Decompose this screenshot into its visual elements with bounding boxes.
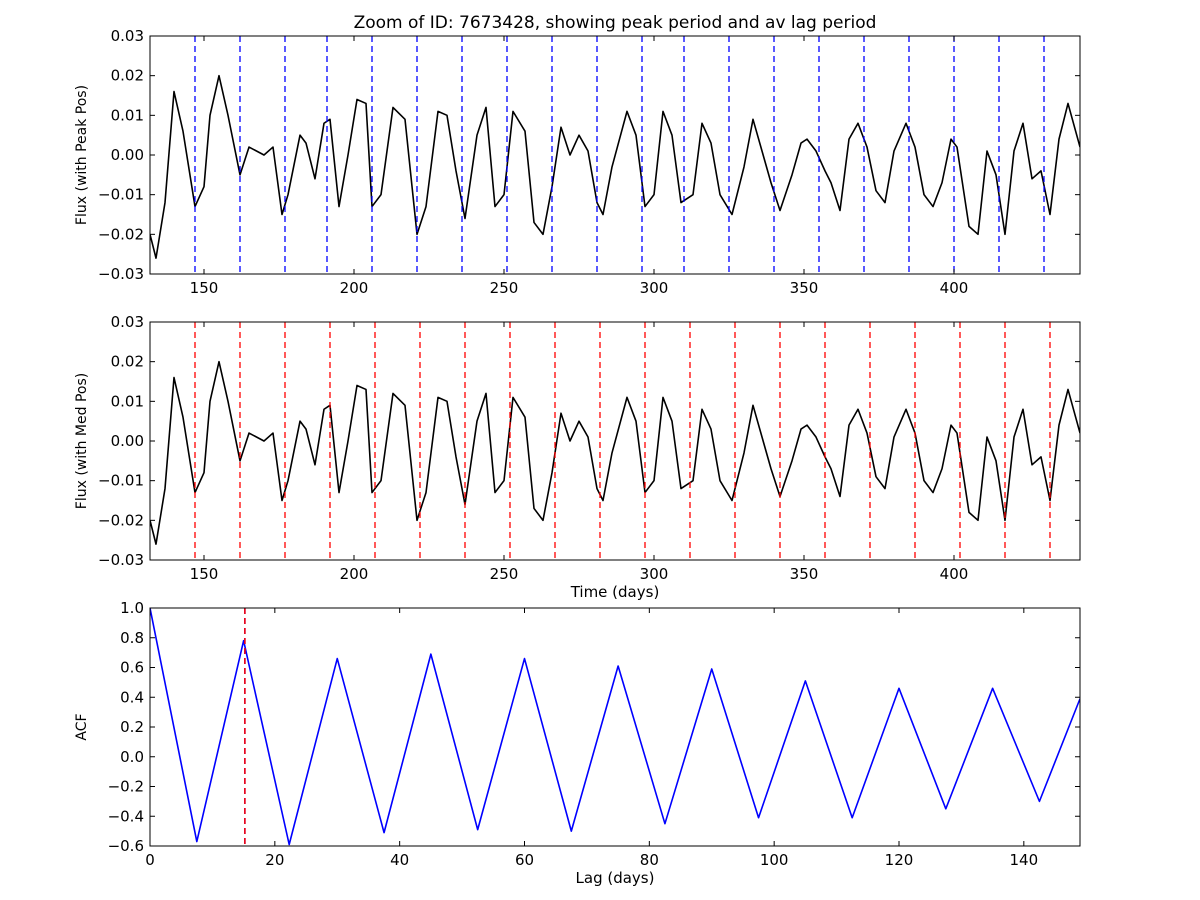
- peak-y-tick-label-3: 0.00: [111, 146, 144, 164]
- acf-y-axis-label: ACF: [74, 713, 90, 740]
- med-x-tick-label-3: 300: [640, 565, 669, 583]
- acf-x-axis-label: Lag (days): [576, 869, 655, 887]
- acf-x-tick-label-3: 60: [515, 851, 534, 869]
- med-y-axis-label: Flux (with Med Pos): [74, 373, 90, 509]
- med-y-tick-label-0: −0.03: [98, 551, 144, 569]
- peak-y-tick-label-5: 0.02: [111, 67, 144, 85]
- acf-y-tick-label-0: −0.6: [108, 837, 144, 855]
- med-y-tick-label-4: 0.01: [111, 392, 144, 410]
- acf-x-tick-label-0: 0: [145, 851, 155, 869]
- med-series-line-0: [150, 360, 1080, 545]
- acf-y-tick-label-6: 0.6: [120, 659, 144, 677]
- peak-x-tick-label-1: 200: [340, 279, 369, 297]
- acf-y-tick-label-7: 0.8: [120, 629, 144, 647]
- med-y-tick-label-3: 0.00: [111, 432, 144, 450]
- acf-plot-frame: [149, 607, 1081, 847]
- acf-y-tick-label-8: 1.0: [120, 599, 144, 617]
- peak-position-panel: 150 200 250 300 350 400 −0.03 −0.02 −0.01 0.00 0.0…: [74, 13, 1081, 297]
- med-x-tick-label-1: 200: [340, 565, 369, 583]
- peak-y-tick-label-6: 0.03: [111, 27, 144, 45]
- peak-y-axis-label: Flux (with Peak Pos): [74, 85, 90, 225]
- acf-x-tick-label-1: 20: [265, 851, 284, 869]
- acf-y-tick-label-3: 0.0: [120, 748, 144, 766]
- acf-x-tick-label-2: 40: [390, 851, 409, 869]
- peak-series-line-0: [150, 74, 1080, 259]
- acf-y-tick-label-1: −0.4: [108, 807, 144, 825]
- peak-x-tick-label-2: 250: [490, 279, 519, 297]
- med-y-tick-label-6: 0.03: [111, 313, 144, 331]
- acf-series-line-0: [150, 608, 1080, 846]
- peak-x-tick-label-5: 400: [940, 279, 969, 297]
- peak-y-tick-label-2: −0.01: [98, 186, 144, 204]
- acf-x-tick-label-7: 140: [1010, 851, 1039, 869]
- peak-x-tick-label-4: 350: [790, 279, 819, 297]
- peak-y-tick-label-1: −0.02: [98, 225, 144, 243]
- med-y-tick-label-1: −0.02: [98, 511, 144, 529]
- acf-x-tick-label-4: 80: [640, 851, 659, 869]
- peak-x-tick-label-3: 300: [640, 279, 669, 297]
- acf-y-tick-label-4: 0.2: [120, 718, 144, 736]
- med-x-tick-label-0: 150: [190, 565, 219, 583]
- peak-y-tick-label-0: −0.03: [98, 265, 144, 283]
- median-position-panel: 150 200 250 300 350 400 −0.03 −0.02 −0.01 0.00 0.0…: [74, 313, 1081, 601]
- acf-x-tick-label-5: 100: [760, 851, 789, 869]
- med-x-tick-label-5: 400: [940, 565, 969, 583]
- acf-x-tick-label-6: 120: [885, 851, 914, 869]
- med-x-tick-label-2: 250: [490, 565, 519, 583]
- acf-y-tick-label-2: −0.2: [108, 778, 144, 796]
- acf-y-tick-label-5: 0.4: [120, 688, 144, 706]
- peak-x-tick-label-0: 150: [190, 279, 219, 297]
- med-y-tick-label-2: −0.01: [98, 472, 144, 490]
- chart-title: Zoom of ID: 7673428, showing peak period…: [354, 13, 877, 33]
- med-x-axis-label: Time (days): [570, 583, 660, 601]
- peak-y-tick-label-4: 0.01: [111, 106, 144, 124]
- med-x-tick-label-4: 350: [790, 565, 819, 583]
- acf-panel: 0 20 40 60 80 100 120 140 −0.6 −0.4 −0.2 0.0 0.2 0.4 0…: [74, 599, 1081, 887]
- med-y-tick-label-5: 0.02: [111, 353, 144, 371]
